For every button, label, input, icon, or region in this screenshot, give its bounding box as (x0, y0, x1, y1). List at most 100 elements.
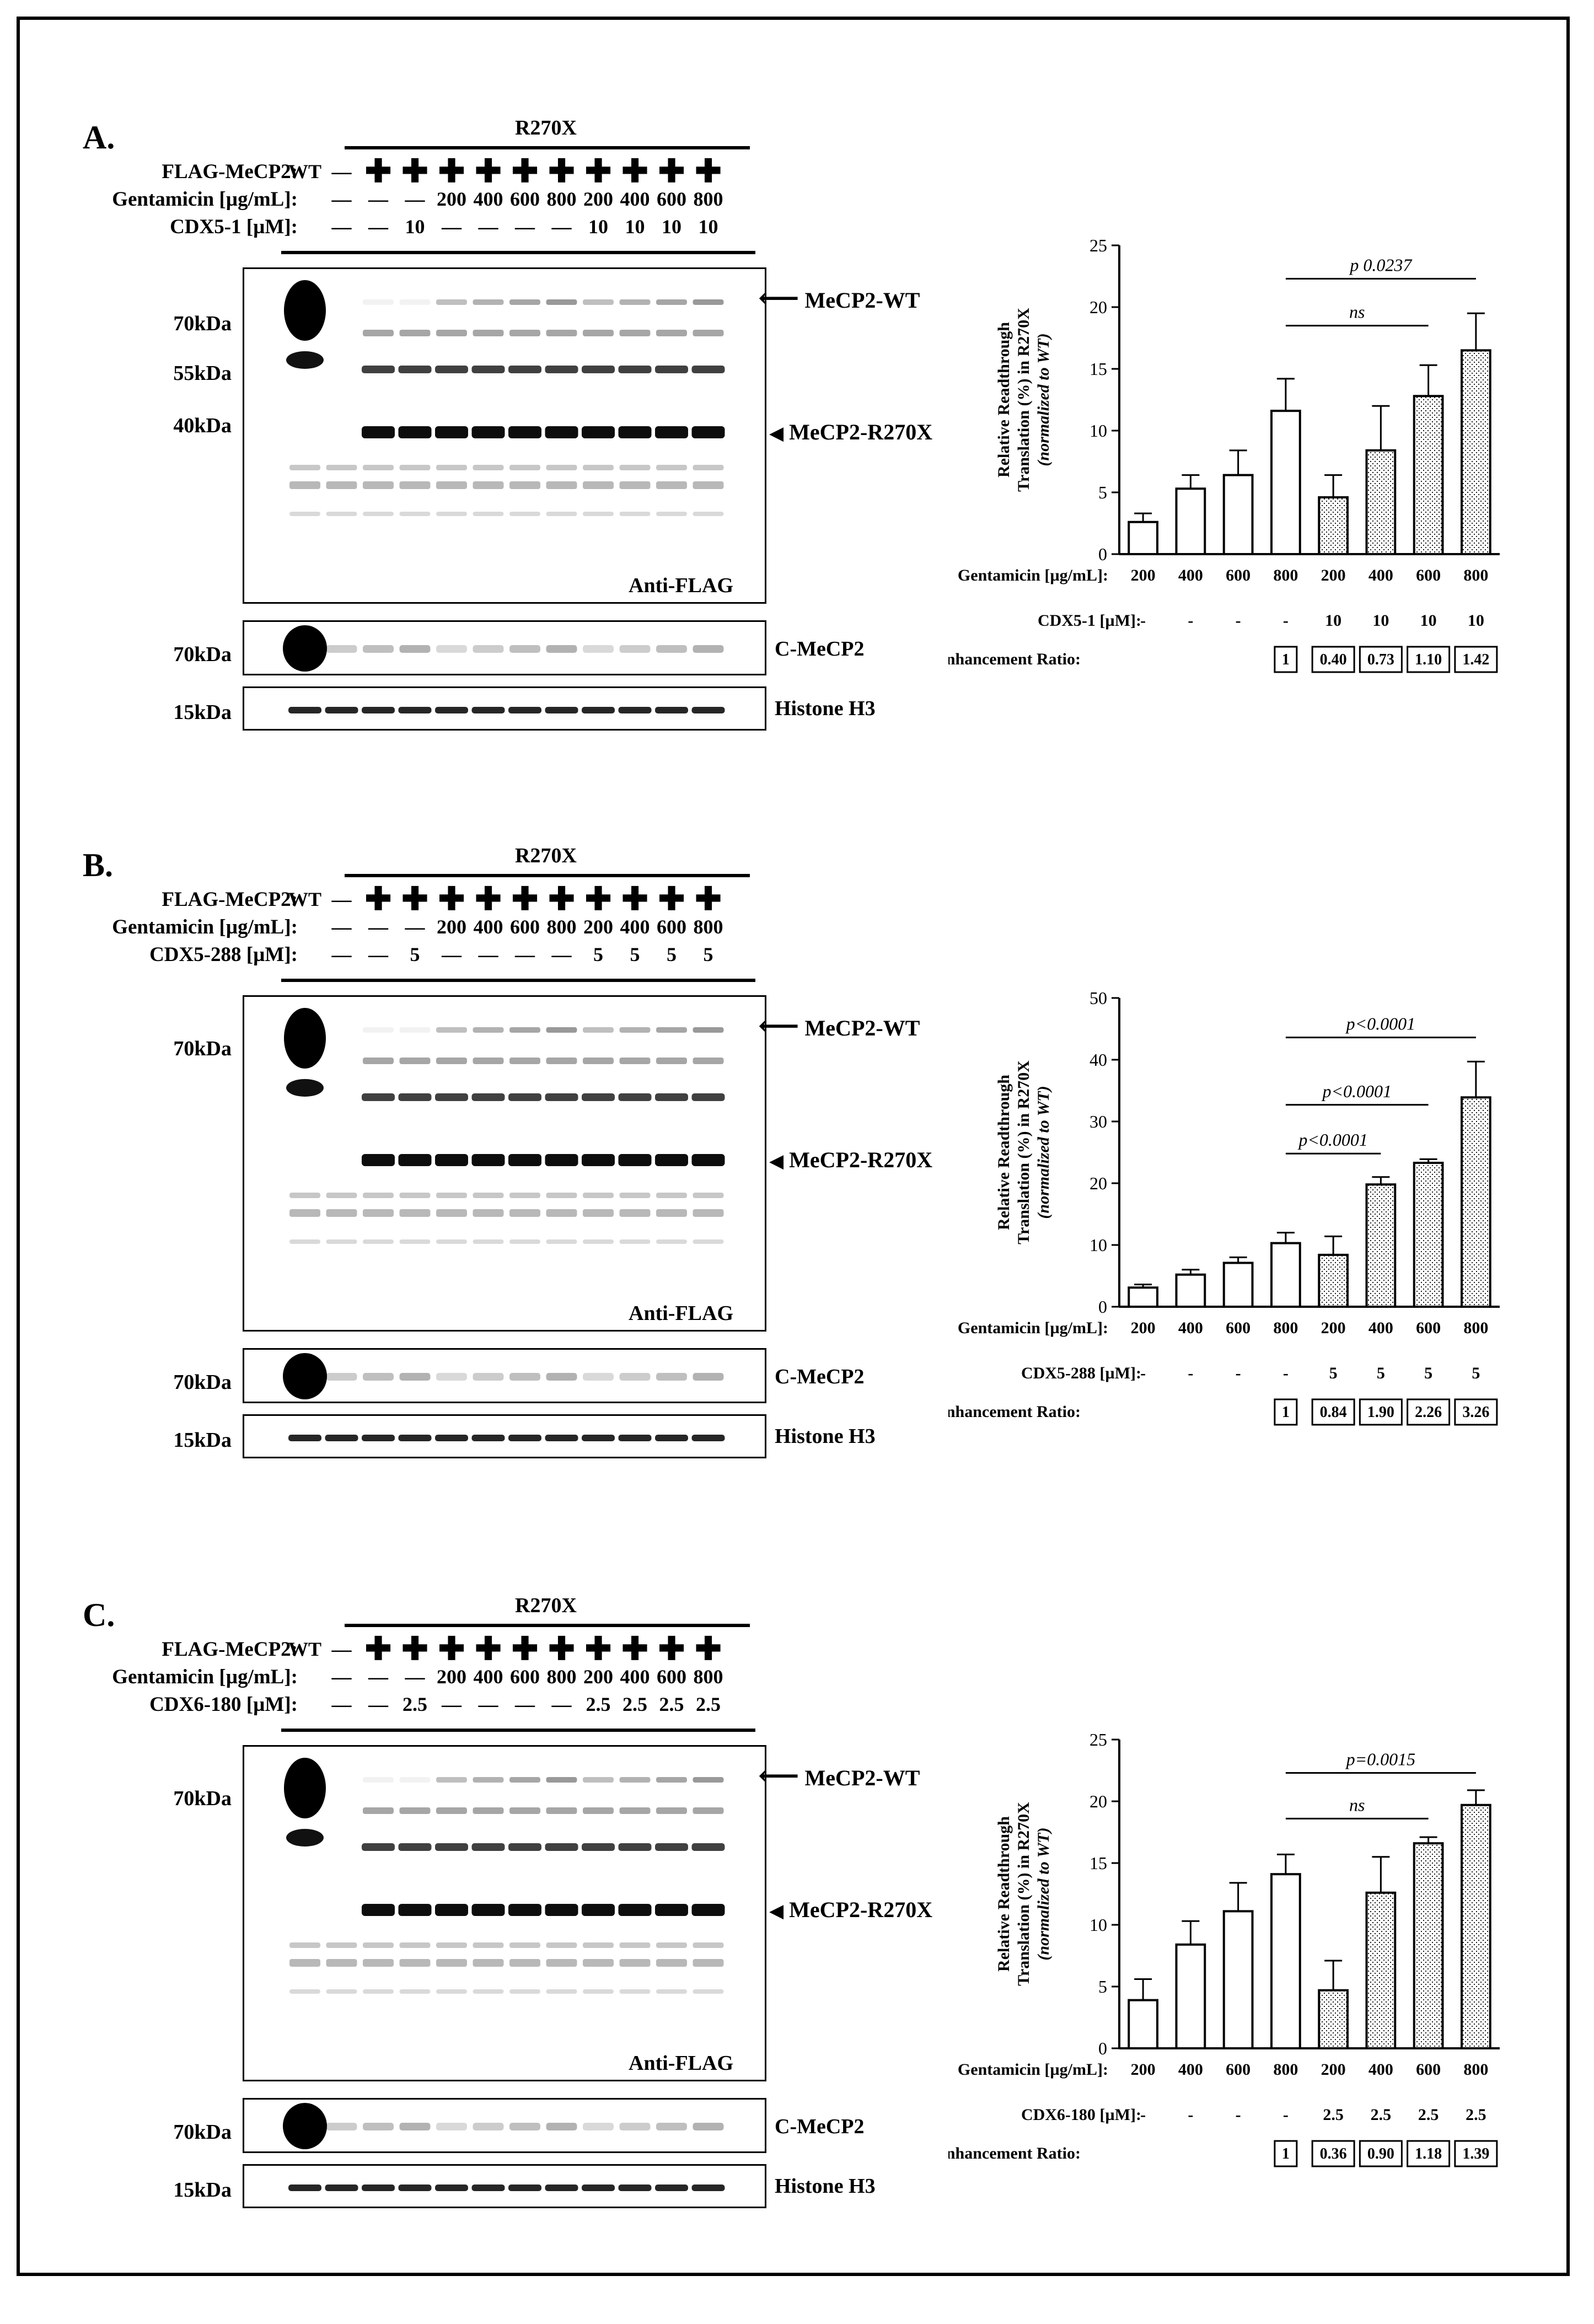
ratio-value: 1 (1282, 1404, 1290, 1421)
band-background (509, 1959, 540, 1967)
band-mid (546, 1807, 577, 1814)
kda-marker: 15kDa (173, 701, 232, 724)
band-background (583, 1193, 614, 1198)
x-tick-label: 600 (1226, 1319, 1250, 1337)
band-histone-h3 (471, 1435, 505, 1441)
band-c-mecp2 (436, 645, 467, 653)
ratio-value: 0.36 (1320, 2145, 1347, 2162)
band-c-mecp2 (473, 2123, 504, 2130)
band-background (289, 481, 320, 489)
band-mid (399, 330, 431, 336)
ratio-value: 1.10 (1415, 651, 1442, 668)
band-background (326, 1959, 357, 1967)
band-background (399, 512, 431, 516)
band-mecp2-wt (436, 1777, 467, 1783)
band-r270x (618, 1154, 652, 1166)
band-background (399, 481, 431, 489)
ratio-box (1311, 646, 1355, 673)
band-background (546, 1959, 577, 1967)
band-background (619, 512, 651, 516)
treatment-row-label: FLAG-MeCP2: (162, 888, 298, 911)
treatment-cell: — (551, 216, 572, 238)
kda-marker: 15kDa (173, 2178, 232, 2202)
kda-marker: 40kDa (173, 414, 232, 437)
blot-caption: Histone H3 (775, 1425, 876, 1448)
bar (1365, 1183, 1397, 1308)
y-tick-label: 25 (1089, 235, 1107, 255)
blot-caption: Anti-FLAG (629, 1302, 733, 1325)
y-tick-label: 20 (1089, 1173, 1107, 1193)
band-histone-h3 (398, 1435, 432, 1441)
band-background (289, 1942, 320, 1948)
band-c-mecp2 (399, 1373, 431, 1381)
band-histone-h3 (618, 1435, 652, 1441)
band-c-mecp2 (656, 1373, 687, 1381)
band-background (656, 1209, 687, 1217)
readthrough-bar-chart: 0 5 10 15 20 25 Relative Readthrough Translatio… (935, 229, 1500, 703)
band-mid (656, 1807, 687, 1814)
band-mecp2-wt (693, 299, 724, 305)
band-mecp2-wt (619, 299, 651, 305)
band-55 (508, 1093, 541, 1101)
compound-value: 2.5 (1323, 2106, 1344, 2124)
band-background (289, 1239, 320, 1244)
x-tick-label: 400 (1178, 566, 1203, 584)
treatment-cell: ✚ (695, 153, 722, 189)
compound-value: 5 (1377, 1364, 1385, 1382)
kda-marker: 70kDa (173, 1787, 232, 1810)
bar (1270, 410, 1301, 555)
band-mid (693, 1058, 724, 1064)
band-background (436, 1239, 467, 1244)
ratio-value: 1 (1282, 2145, 1290, 2162)
treatment-cell: ✚ (621, 153, 648, 189)
band-55 (618, 1093, 652, 1101)
treatment-cell: — (368, 943, 388, 965)
band-background (473, 1239, 504, 1244)
treatment-cell: — (551, 1693, 572, 1715)
band-background (656, 1193, 687, 1198)
band-c-mecp2 (399, 2123, 431, 2130)
band-mecp2-wt (363, 1777, 394, 1783)
ratio-box (1359, 1398, 1403, 1426)
treatment-cell: — (368, 216, 388, 238)
band-c-mecp2 (546, 2123, 577, 2130)
ratio-box (1311, 1398, 1355, 1426)
ratio-box (1454, 646, 1498, 673)
x-tick-label: 800 (1273, 566, 1298, 584)
band-background (619, 1942, 651, 1948)
group-bracket-line (345, 874, 750, 877)
band-55 (582, 1093, 615, 1101)
treatment-cell: ✚ (364, 153, 392, 189)
band-wt-lower (286, 1079, 324, 1097)
band-background (583, 1959, 614, 1967)
band-55 (471, 366, 505, 373)
header-separator (281, 1729, 755, 1732)
annot-mecp2-r270x: MeCP2-R270X (789, 420, 933, 444)
bar (1413, 1842, 1444, 2049)
y-tick-label: 30 (1089, 1112, 1107, 1131)
x-tick-label: 200 (1321, 2060, 1346, 2079)
band-background (436, 512, 467, 516)
band-mid (473, 330, 504, 336)
band-c-mecp2 (326, 2123, 357, 2130)
compound-value: 10 (1372, 611, 1389, 630)
enhancement-ratio-label: Enhancement Ratio: (948, 1403, 1081, 1421)
annot-mecp2-wt: MeCP2-WT (804, 1016, 920, 1040)
band-background (583, 1942, 614, 1948)
band-mecp2-wt (399, 299, 431, 305)
bar (1365, 1891, 1397, 2049)
band-r270x (471, 1904, 505, 1916)
band-background (583, 465, 614, 470)
band-background (619, 481, 651, 489)
band-background (289, 1193, 320, 1198)
band-background (399, 1959, 431, 1967)
band-55 (435, 1093, 468, 1101)
band-background (656, 1989, 687, 1994)
header-separator (281, 979, 755, 982)
bar (1128, 1999, 1158, 2050)
band-c-mecp2 (363, 645, 394, 653)
band-histone-h3 (362, 707, 395, 713)
compound-row-label: CDX5-1 [µM]: (1038, 611, 1141, 630)
ratio-value: 1.42 (1462, 651, 1489, 668)
treatment-cell: 400 (620, 1666, 650, 1688)
